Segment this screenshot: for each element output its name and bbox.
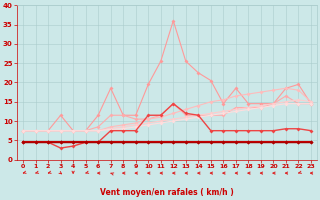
X-axis label: Vent moyen/en rafales ( km/h ): Vent moyen/en rafales ( km/h ) [100,188,234,197]
